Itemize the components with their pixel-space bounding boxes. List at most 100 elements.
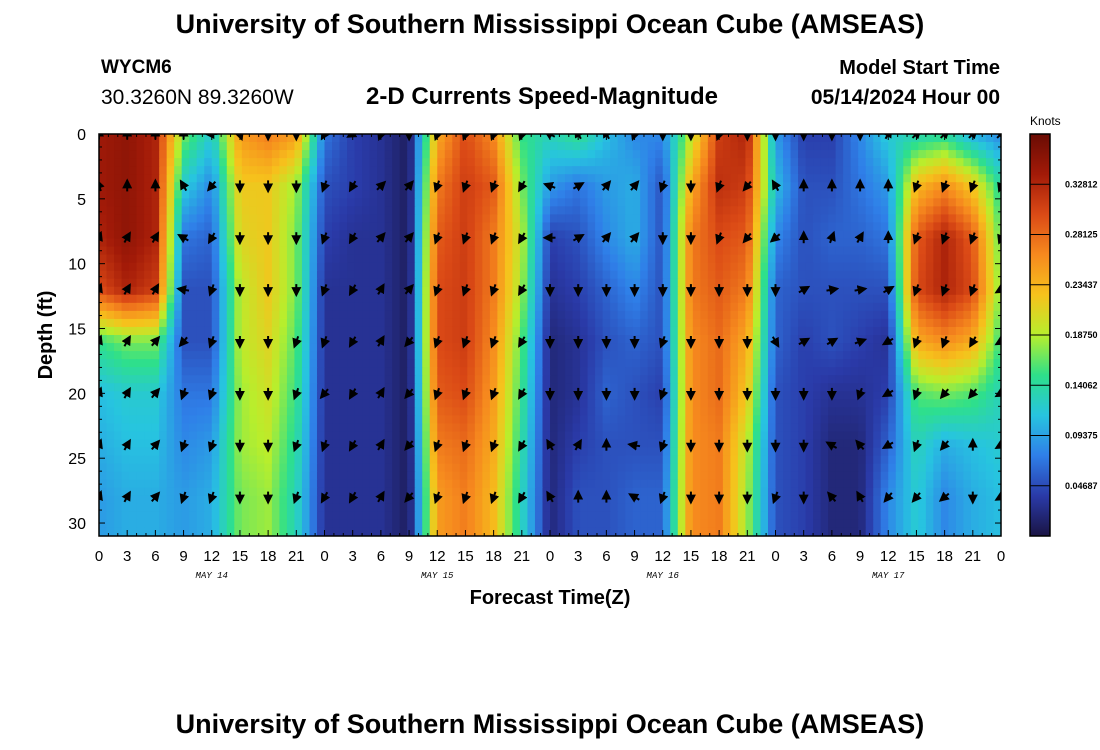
heatmap-cell [948, 134, 957, 143]
heatmap-cell [565, 254, 574, 264]
heatmap-cell [121, 270, 130, 280]
heatmap-cell [760, 262, 769, 272]
heatmap-cell [888, 399, 897, 408]
heatmap-cell [985, 343, 995, 352]
heatmap-cell [805, 439, 814, 449]
heatmap-cell [241, 294, 250, 304]
heatmap-cell [828, 254, 837, 264]
heatmap-cell [527, 166, 536, 175]
heatmap-cell [550, 286, 559, 296]
heatmap-cell [745, 222, 754, 232]
heatmap-cell [354, 294, 363, 304]
heatmap-cell [429, 294, 438, 304]
heatmap-cell [189, 375, 198, 384]
heatmap-cell [625, 343, 634, 352]
heatmap-cell [843, 278, 852, 288]
heatmap-cell [843, 174, 852, 183]
heatmap-cell [737, 318, 747, 328]
heatmap-cell [234, 246, 243, 256]
heatmap-cell [715, 198, 724, 207]
heatmap-cell [339, 254, 348, 264]
heatmap-cell [632, 423, 641, 433]
heatmap-cell [775, 238, 784, 248]
heatmap-cell [813, 431, 822, 441]
heatmap-cell [632, 447, 641, 457]
heatmap-cell [873, 343, 882, 352]
heatmap-cell [189, 198, 198, 207]
heatmap-cell [820, 246, 829, 256]
heatmap-cell [580, 262, 589, 272]
heatmap-cell [414, 142, 423, 151]
heatmap-cell [985, 302, 995, 312]
heatmap-cell [752, 326, 762, 336]
heatmap-cell [677, 391, 686, 400]
heatmap-cell [903, 254, 912, 264]
heatmap-cell [519, 278, 529, 288]
heatmap-cell [783, 190, 792, 199]
heatmap-cell [286, 318, 296, 328]
heatmap-cell [294, 423, 303, 433]
heatmap-cell [745, 214, 754, 224]
heatmap-cell [414, 431, 423, 441]
heatmap-cell [114, 222, 123, 232]
heatmap-cell [114, 150, 123, 159]
heatmap-cell [542, 134, 551, 143]
heatmap-cell [279, 351, 288, 360]
heatmap-cell [790, 262, 799, 272]
heatmap-cell [963, 431, 972, 441]
heatmap-cell [384, 238, 393, 248]
heatmap-cell [955, 214, 965, 224]
heatmap-cell [670, 375, 679, 384]
heatmap-cell [572, 415, 581, 425]
heatmap-cell [301, 351, 311, 360]
heatmap-cell [347, 431, 356, 441]
heatmap-cell [640, 166, 649, 175]
heatmap-cell [970, 383, 980, 392]
heatmap-cell [332, 174, 341, 183]
heatmap-cell [670, 166, 679, 175]
heatmap-cell [910, 278, 919, 288]
heatmap-cell [241, 150, 250, 159]
heatmap-cell [918, 335, 927, 344]
heatmap-cell [895, 174, 904, 183]
heatmap-cell [226, 455, 235, 465]
heatmap-cell [399, 198, 408, 207]
heatmap-cell [903, 230, 912, 240]
heatmap-cell [286, 447, 296, 457]
heatmap-cell [813, 214, 822, 224]
heatmap-cell [670, 182, 679, 191]
heatmap-cell [677, 407, 686, 416]
heatmap-cell [918, 166, 927, 175]
heatmap-cell [339, 310, 348, 320]
heatmap-cell [286, 182, 296, 191]
heatmap-cell [662, 158, 671, 167]
heatmap-cell [211, 206, 220, 215]
heatmap-cell [700, 415, 709, 425]
heatmap-cell [324, 351, 333, 360]
heatmap-cell [459, 326, 468, 336]
heatmap-cell [662, 262, 671, 272]
heatmap-cell [444, 214, 453, 224]
heatmap-cell [843, 302, 852, 312]
heatmap-cell [166, 238, 175, 248]
heatmap-cell [181, 407, 190, 416]
heatmap-cell [354, 302, 363, 312]
heatmap-cell [910, 359, 919, 368]
heatmap-cell [452, 447, 461, 457]
heatmap-cell [948, 455, 957, 465]
heatmap-cell [444, 270, 453, 280]
heatmap-cell [700, 150, 709, 159]
heatmap-cell [121, 214, 130, 224]
heatmap-cell [565, 214, 574, 224]
heatmap-cell [933, 431, 942, 441]
heatmap-cell [151, 423, 160, 433]
heatmap-cell [783, 391, 792, 400]
heatmap-cell [835, 158, 844, 167]
heatmap-cell [873, 367, 882, 376]
heatmap-cell [730, 335, 739, 344]
heatmap-cell [625, 142, 634, 151]
heatmap-cell [662, 246, 671, 256]
heatmap-cell [467, 222, 476, 232]
heatmap-cell [655, 230, 664, 240]
heatmap-cell [452, 286, 461, 296]
